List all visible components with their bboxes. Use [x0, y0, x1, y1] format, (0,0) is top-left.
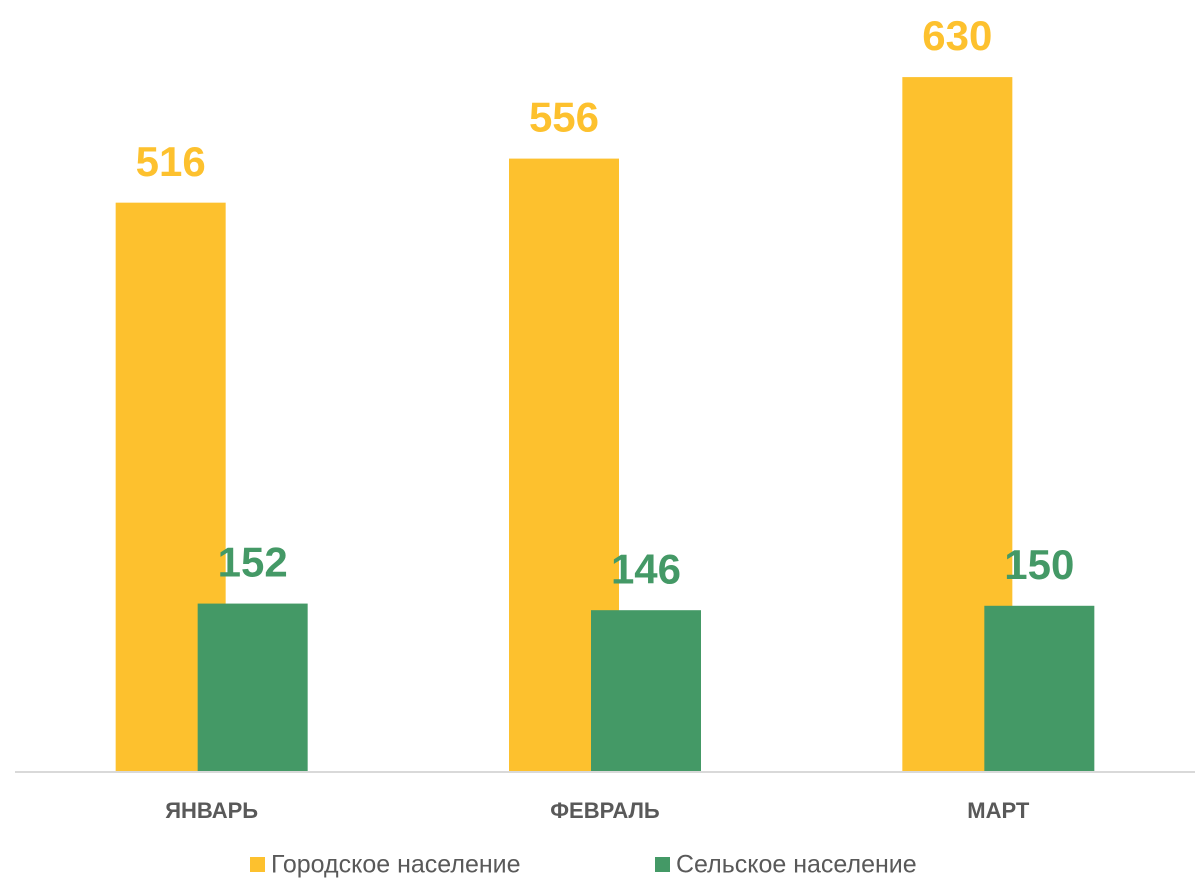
data-label: 516 [136, 138, 206, 185]
x-tick-label: МАРТ [967, 798, 1030, 823]
data-label: 556 [529, 94, 599, 141]
x-tick-label: ФЕВРАЛЬ [550, 798, 660, 823]
data-label: 150 [1004, 541, 1074, 588]
data-label: 630 [922, 12, 992, 59]
bar [197, 603, 308, 771]
legend-label: Городское население [271, 851, 521, 879]
legend-label: Сельское население [676, 851, 917, 879]
bar [984, 605, 1095, 771]
data-label: 152 [218, 539, 288, 586]
legend-swatch [250, 857, 265, 872]
x-tick-label: ЯНВАРЬ [165, 798, 258, 823]
data-label: 146 [611, 545, 681, 592]
legend-swatch [655, 857, 670, 872]
bar [591, 610, 701, 771]
